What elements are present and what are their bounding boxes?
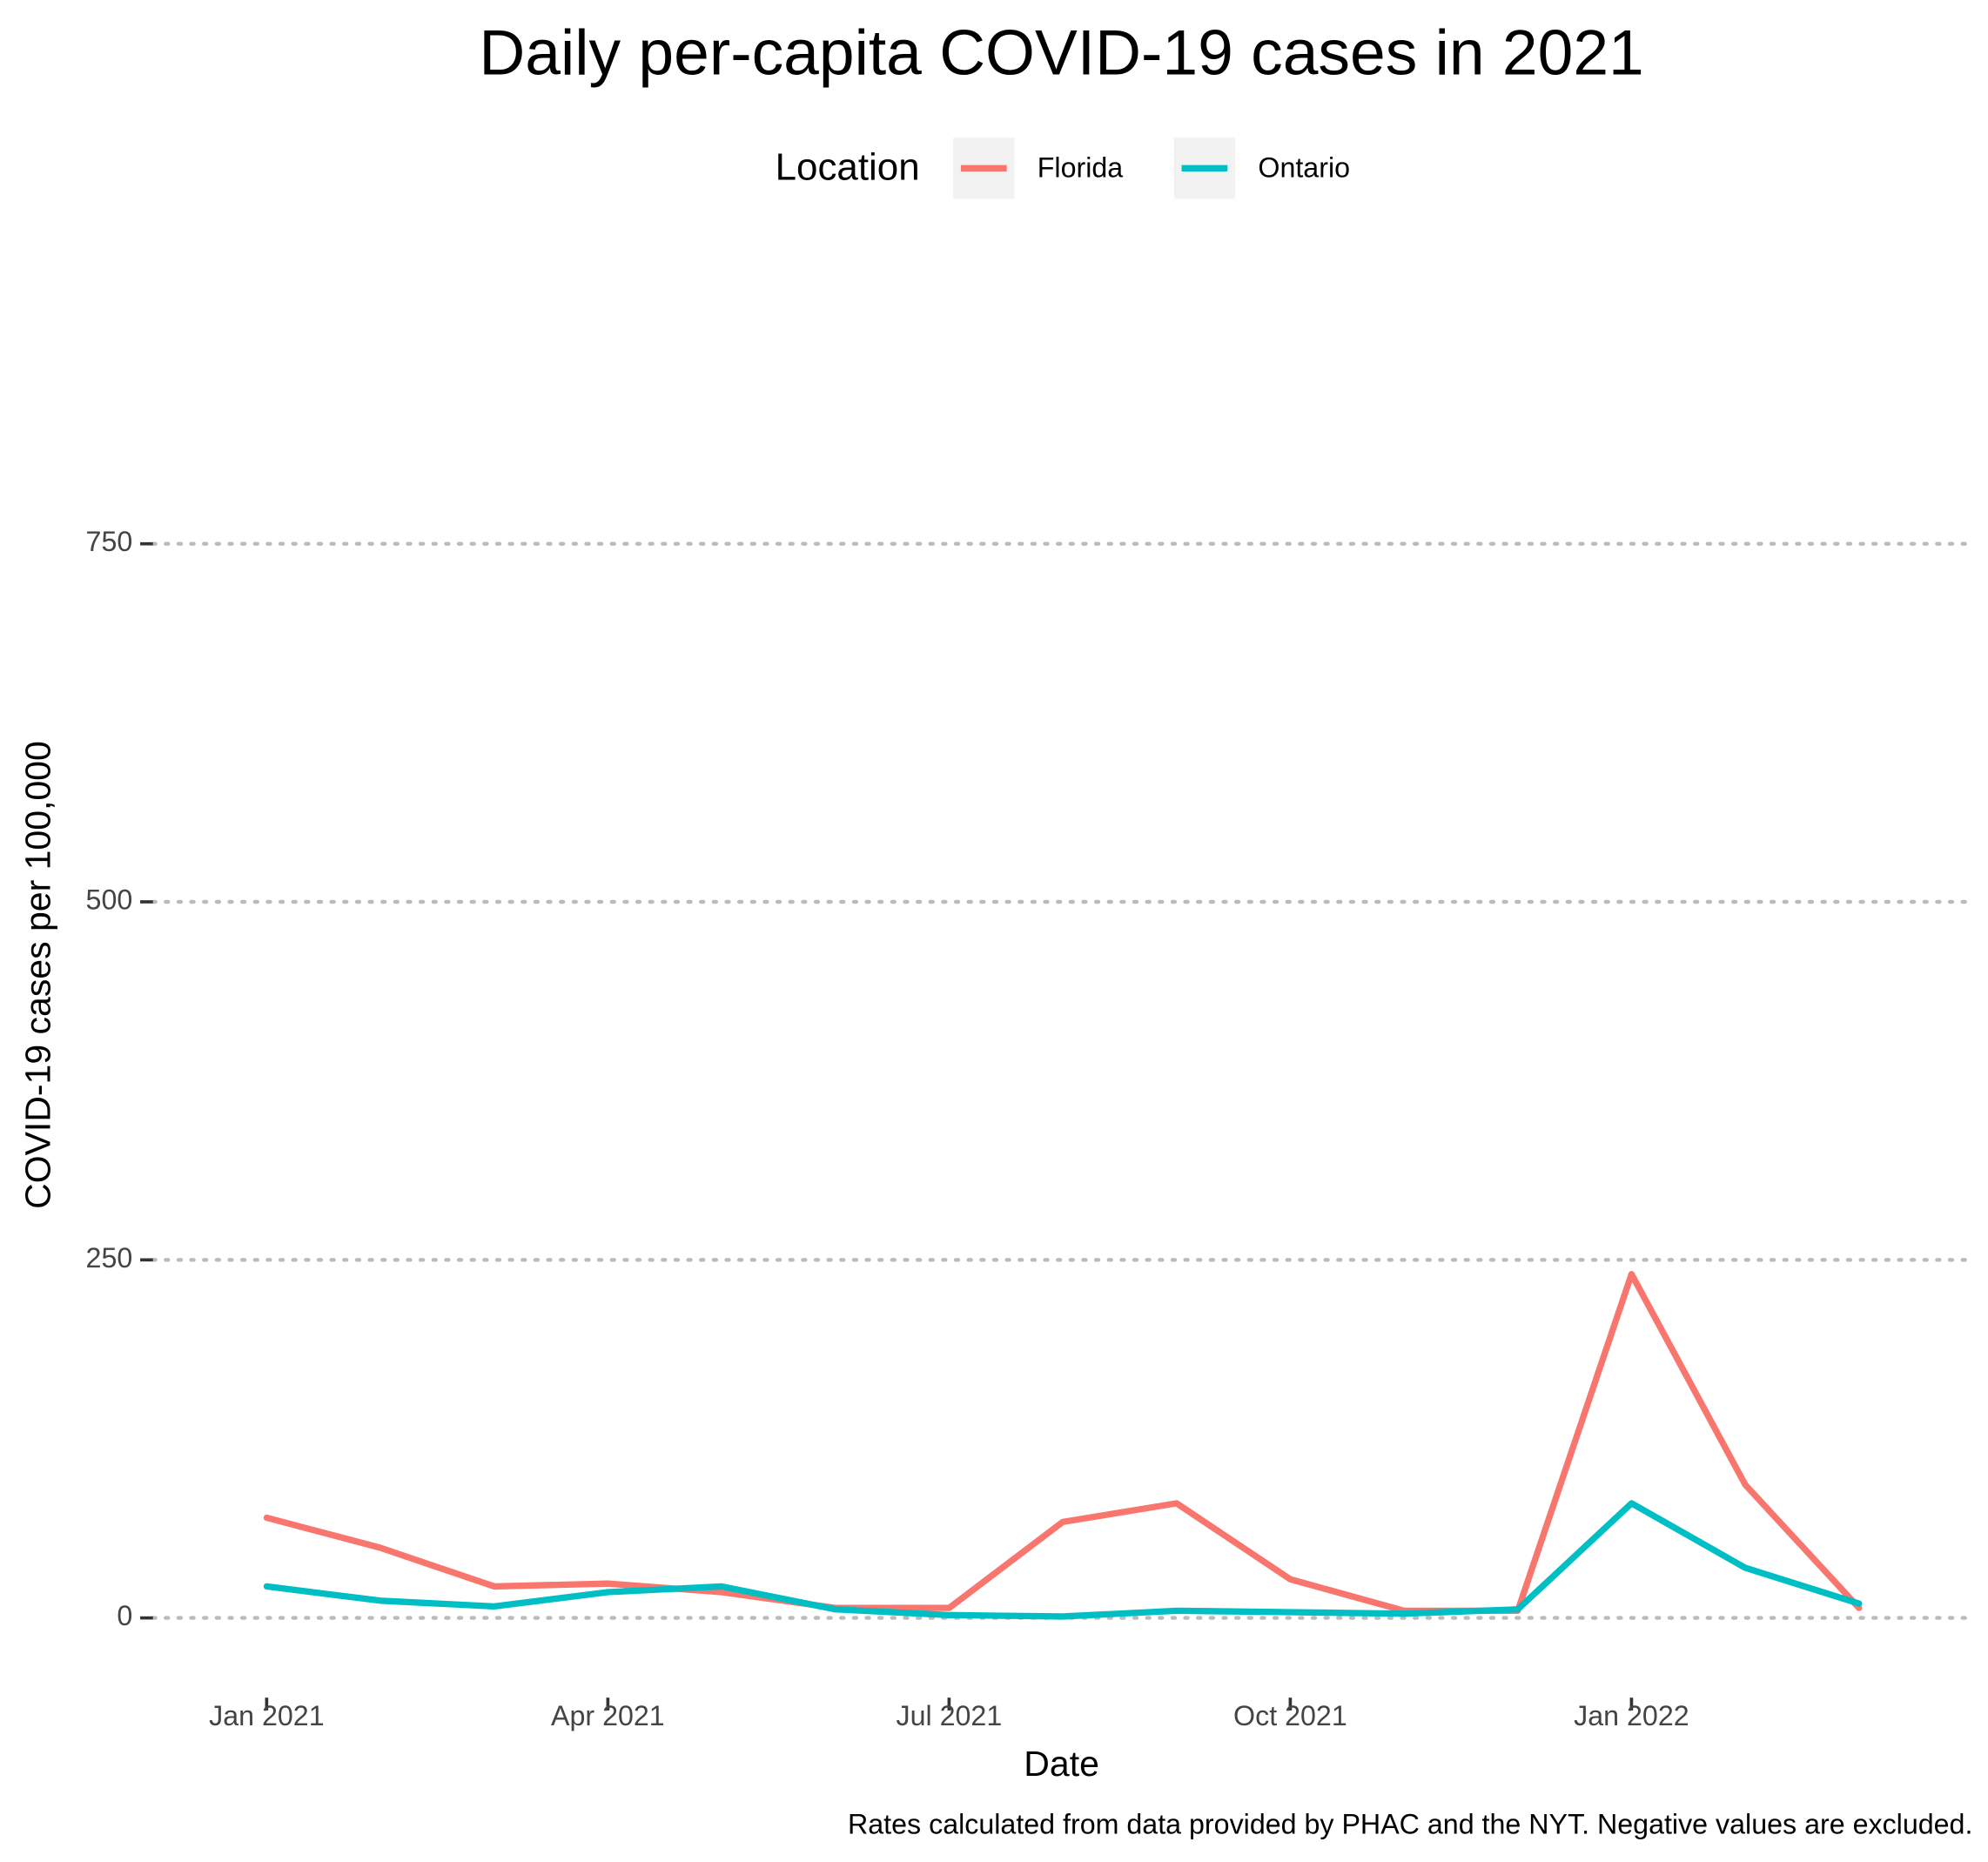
x-tick-label: Jul 2021	[897, 1700, 1003, 1731]
series-line	[263, 1271, 1863, 1615]
x-tick-label: Jan 2021	[209, 1700, 325, 1731]
legend-label: Florida	[1038, 151, 1124, 183]
y-tick-label: 500	[86, 884, 133, 916]
legend-label: Ontario	[1258, 151, 1350, 183]
x-tick-label: Oct 2021	[1233, 1700, 1347, 1731]
caption: Rates calculated from data provided by P…	[848, 1809, 1972, 1840]
y-tick-label: 250	[86, 1242, 133, 1274]
x-tick-label: Apr 2021	[551, 1700, 665, 1731]
y-axis-label: COVID-19 cases per 100,000	[18, 741, 58, 1209]
x-tick-label: Jan 2022	[1574, 1700, 1689, 1731]
x-axis-label: Date	[1024, 1744, 1099, 1784]
y-tick-label: 750	[86, 526, 133, 557]
y-tick-label: 0	[117, 1600, 132, 1631]
chart-title: Daily per-capita COVID-19 cases in 2021	[479, 17, 1643, 88]
series-line	[263, 1500, 1863, 1620]
legend-title: Location	[776, 145, 920, 188]
